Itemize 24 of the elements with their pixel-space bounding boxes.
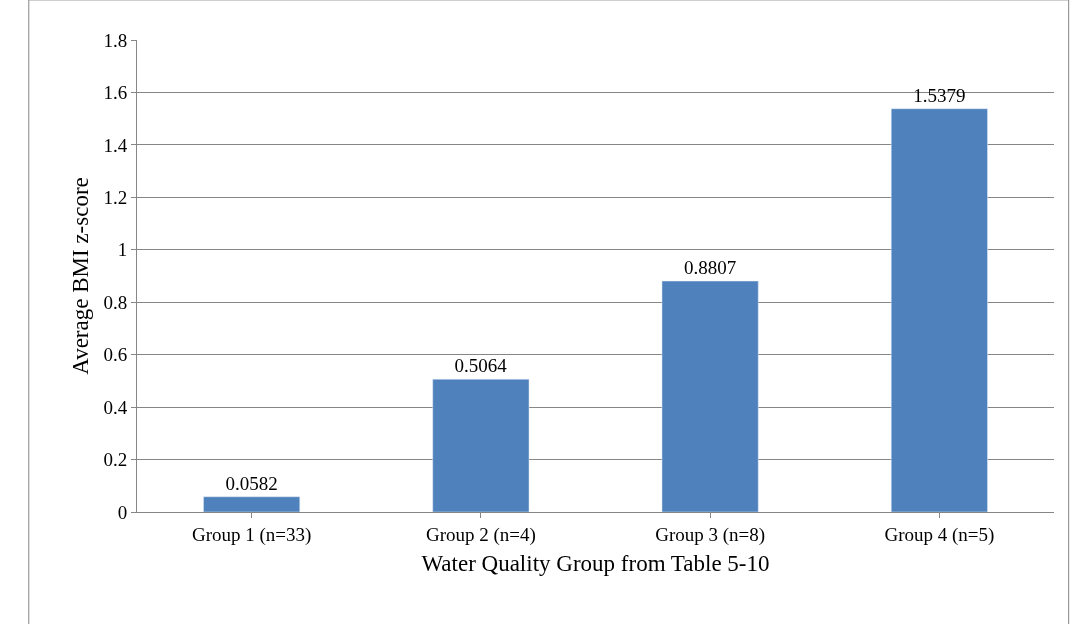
bar [203,496,301,512]
y-tick-label: 1.2 [103,186,128,208]
y-tick-label: 0 [117,501,128,523]
y-tick-label: 1.8 [103,29,128,51]
data-label: 0.8807 [684,257,737,279]
data-label: 0.0582 [225,472,278,494]
y-tick-label: 0.8 [103,291,128,313]
y-tick-label: 1 [117,239,128,261]
y-tick-label: 1.4 [103,134,128,156]
bar [661,280,759,512]
x-axis-title: Water Quality Group from Table 5-10 [421,551,770,577]
bar [890,108,988,512]
y-axis-title: Average BMI z-score [67,177,93,375]
x-tick-label: Group 3 (n=8) [655,523,766,546]
data-label: 1.5379 [913,84,966,106]
x-tick-label: Group 1 (n=33) [191,523,312,546]
x-tick-label: Group 4 (n=5) [884,523,995,546]
data-label: 0.5064 [454,355,508,377]
y-tick-label: 0.4 [103,396,128,418]
y-tick-label: 1.6 [103,82,128,104]
bar [432,378,530,512]
y-tick-label: 0.6 [103,344,128,366]
x-tick-label: Group 2 (n=4) [425,523,536,546]
y-tick-label: 0.2 [103,449,128,471]
